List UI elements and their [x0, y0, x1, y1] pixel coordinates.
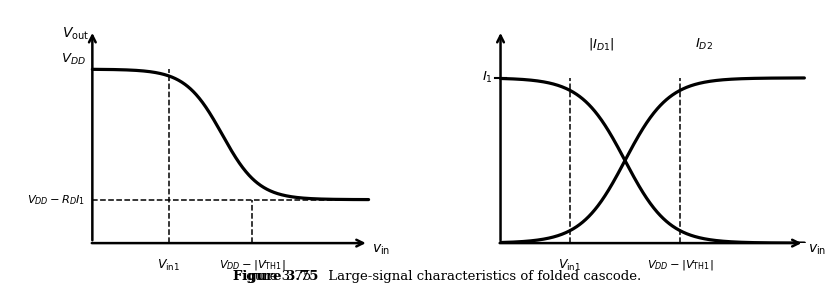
Text: $V_{\mathrm{in1}}$: $V_{\mathrm{in1}}$ [157, 258, 181, 273]
Text: Figure 3.75: Figure 3.75 [233, 270, 319, 283]
Text: Figure 3.75    Large-signal characteristics of folded cascode.: Figure 3.75 Large-signal characteristics… [233, 270, 641, 283]
Text: $V_{DD}-|V_{\mathrm{TH1}}|$: $V_{DD}-|V_{\mathrm{TH1}}|$ [219, 258, 285, 272]
Text: $V_{\mathrm{in1}}$: $V_{\mathrm{in1}}$ [558, 258, 582, 273]
Text: $v_{\mathrm{in}}$: $v_{\mathrm{in}}$ [808, 243, 826, 257]
Text: $I_{D2}$: $I_{D2}$ [695, 37, 712, 52]
Text: $V_{DD}$: $V_{DD}$ [61, 52, 86, 67]
Text: $V_{\mathrm{out}}$: $V_{\mathrm{out}}$ [62, 26, 89, 42]
Text: $I_1$: $I_1$ [483, 70, 493, 86]
Text: $v_{\mathrm{in}}$: $v_{\mathrm{in}}$ [372, 243, 390, 257]
Text: $|I_{D1}|$: $|I_{D1}|$ [588, 36, 615, 52]
Text: $V_{DD}-R_D I_1$: $V_{DD}-R_D I_1$ [27, 193, 86, 206]
Text: $V_{DD}-|V_{\mathrm{TH1}}|$: $V_{DD}-|V_{\mathrm{TH1}}|$ [646, 258, 713, 272]
